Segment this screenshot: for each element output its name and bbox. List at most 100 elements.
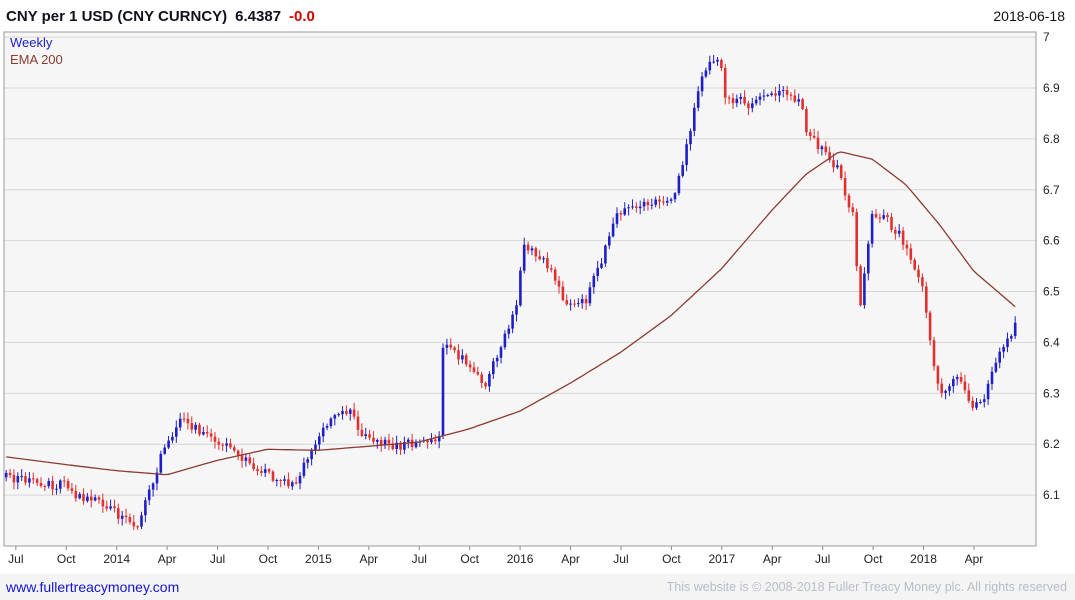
chart-area: 6.1 6.2 6.3 6.4 6.5 6.6 6.7 6.8 6.9 7 Jul Oct 2014 Ap… bbox=[0, 28, 1075, 574]
candle-body bbox=[407, 439, 410, 442]
candle-body bbox=[696, 91, 700, 108]
candle-body bbox=[414, 441, 418, 448]
candle-body bbox=[360, 429, 364, 436]
candle-body bbox=[747, 103, 750, 109]
candle-body bbox=[8, 472, 12, 475]
candle-body bbox=[843, 178, 847, 196]
candle-body bbox=[445, 344, 449, 348]
candle-body bbox=[144, 500, 147, 516]
candle-body bbox=[522, 244, 526, 271]
candle-body bbox=[925, 286, 928, 313]
x-axis-label: Oct bbox=[259, 552, 278, 566]
candle-body bbox=[878, 217, 882, 219]
candle-body bbox=[627, 207, 630, 209]
price-change: -0.0 bbox=[289, 7, 315, 25]
legend-timeframe: Weekly bbox=[10, 35, 53, 50]
candle-body bbox=[538, 256, 541, 260]
candle-body bbox=[526, 244, 530, 251]
candle-body bbox=[410, 439, 414, 448]
candle-body bbox=[828, 152, 831, 161]
candle-body bbox=[542, 258, 545, 260]
candle-body bbox=[318, 436, 321, 445]
candle-body bbox=[778, 90, 781, 96]
candle-body bbox=[685, 144, 688, 166]
candle-body bbox=[507, 328, 511, 334]
candle-body bbox=[217, 441, 221, 445]
candle-body bbox=[519, 270, 522, 306]
candle-body bbox=[677, 175, 681, 194]
candle-body bbox=[580, 299, 584, 304]
x-axis-label: Apr bbox=[561, 552, 580, 566]
candle-body bbox=[32, 478, 35, 480]
candle-body bbox=[832, 160, 835, 168]
candle-body bbox=[874, 214, 878, 218]
candle-body bbox=[553, 269, 557, 281]
candle-body bbox=[793, 95, 797, 102]
candle-body bbox=[147, 489, 151, 501]
candle-body bbox=[577, 303, 580, 305]
candle-body bbox=[658, 199, 661, 202]
site-link[interactable]: www.fullertreacymoney.com bbox=[6, 579, 180, 595]
candle-body bbox=[275, 480, 279, 481]
candle-body bbox=[229, 443, 232, 448]
candle-body bbox=[998, 351, 1001, 363]
candle-body bbox=[596, 267, 599, 276]
candle-body bbox=[944, 390, 947, 393]
candle-body bbox=[248, 457, 252, 464]
candle-body bbox=[801, 99, 804, 109]
x-axis-label: Oct bbox=[864, 552, 883, 566]
candle-body bbox=[515, 305, 518, 315]
candle-body bbox=[90, 496, 93, 501]
candle-body bbox=[472, 367, 476, 372]
candle-body bbox=[983, 399, 986, 402]
candle-body bbox=[426, 440, 429, 443]
candle-body bbox=[24, 476, 27, 483]
candle-body bbox=[198, 424, 201, 435]
candle-body bbox=[310, 449, 313, 460]
candle-body bbox=[62, 480, 66, 482]
candle-body bbox=[890, 217, 893, 230]
candle-body bbox=[267, 469, 271, 472]
candle-body bbox=[51, 481, 54, 490]
candle-body bbox=[101, 499, 105, 507]
candle-body bbox=[167, 440, 170, 448]
candle-body bbox=[673, 193, 677, 200]
candlestick-chart: 6.1 6.2 6.3 6.4 6.5 6.6 6.7 6.8 6.9 7 Jul Oct 2014 Ap… bbox=[3, 30, 1060, 566]
candle-body bbox=[70, 488, 74, 491]
candle-body bbox=[704, 70, 708, 77]
candle-body bbox=[171, 436, 174, 441]
candle-body bbox=[287, 479, 290, 487]
x-axis-label: 2018 bbox=[910, 552, 937, 566]
chart-header: CNY per 1 USD (CNY CURNCY) 6.4387 -0.0 2… bbox=[0, 0, 1075, 28]
candle-body bbox=[368, 434, 371, 438]
candle-body bbox=[758, 96, 762, 100]
candle-body bbox=[117, 508, 120, 519]
candle-body bbox=[178, 418, 182, 428]
candle-body bbox=[314, 444, 317, 450]
x-axis-label: 2017 bbox=[708, 552, 735, 566]
candle-body bbox=[383, 439, 387, 445]
candle-body bbox=[909, 248, 913, 260]
candle-body bbox=[430, 439, 433, 443]
candle-body bbox=[727, 97, 731, 99]
candle-body bbox=[333, 415, 337, 419]
candle-body bbox=[511, 314, 514, 329]
candle-body bbox=[1006, 338, 1009, 348]
candle-body bbox=[240, 455, 244, 461]
candle-body bbox=[298, 475, 302, 484]
candle-body bbox=[182, 418, 186, 420]
candle-body bbox=[186, 418, 190, 424]
candle-body bbox=[372, 437, 375, 442]
y-axis-label: 6.4 bbox=[1043, 335, 1060, 349]
candle-body bbox=[712, 61, 715, 63]
candle-body bbox=[391, 443, 395, 449]
page-footer: www.fullertreacymoney.com This website i… bbox=[0, 574, 1075, 600]
candle-body bbox=[495, 357, 499, 362]
candle-body bbox=[484, 382, 487, 387]
candle-body bbox=[43, 486, 47, 487]
candle-body bbox=[449, 344, 453, 348]
candle-body bbox=[345, 410, 348, 414]
x-axis-label: Oct bbox=[460, 552, 479, 566]
candle-body bbox=[194, 424, 197, 430]
y-axis-label: 6.1 bbox=[1043, 488, 1060, 502]
